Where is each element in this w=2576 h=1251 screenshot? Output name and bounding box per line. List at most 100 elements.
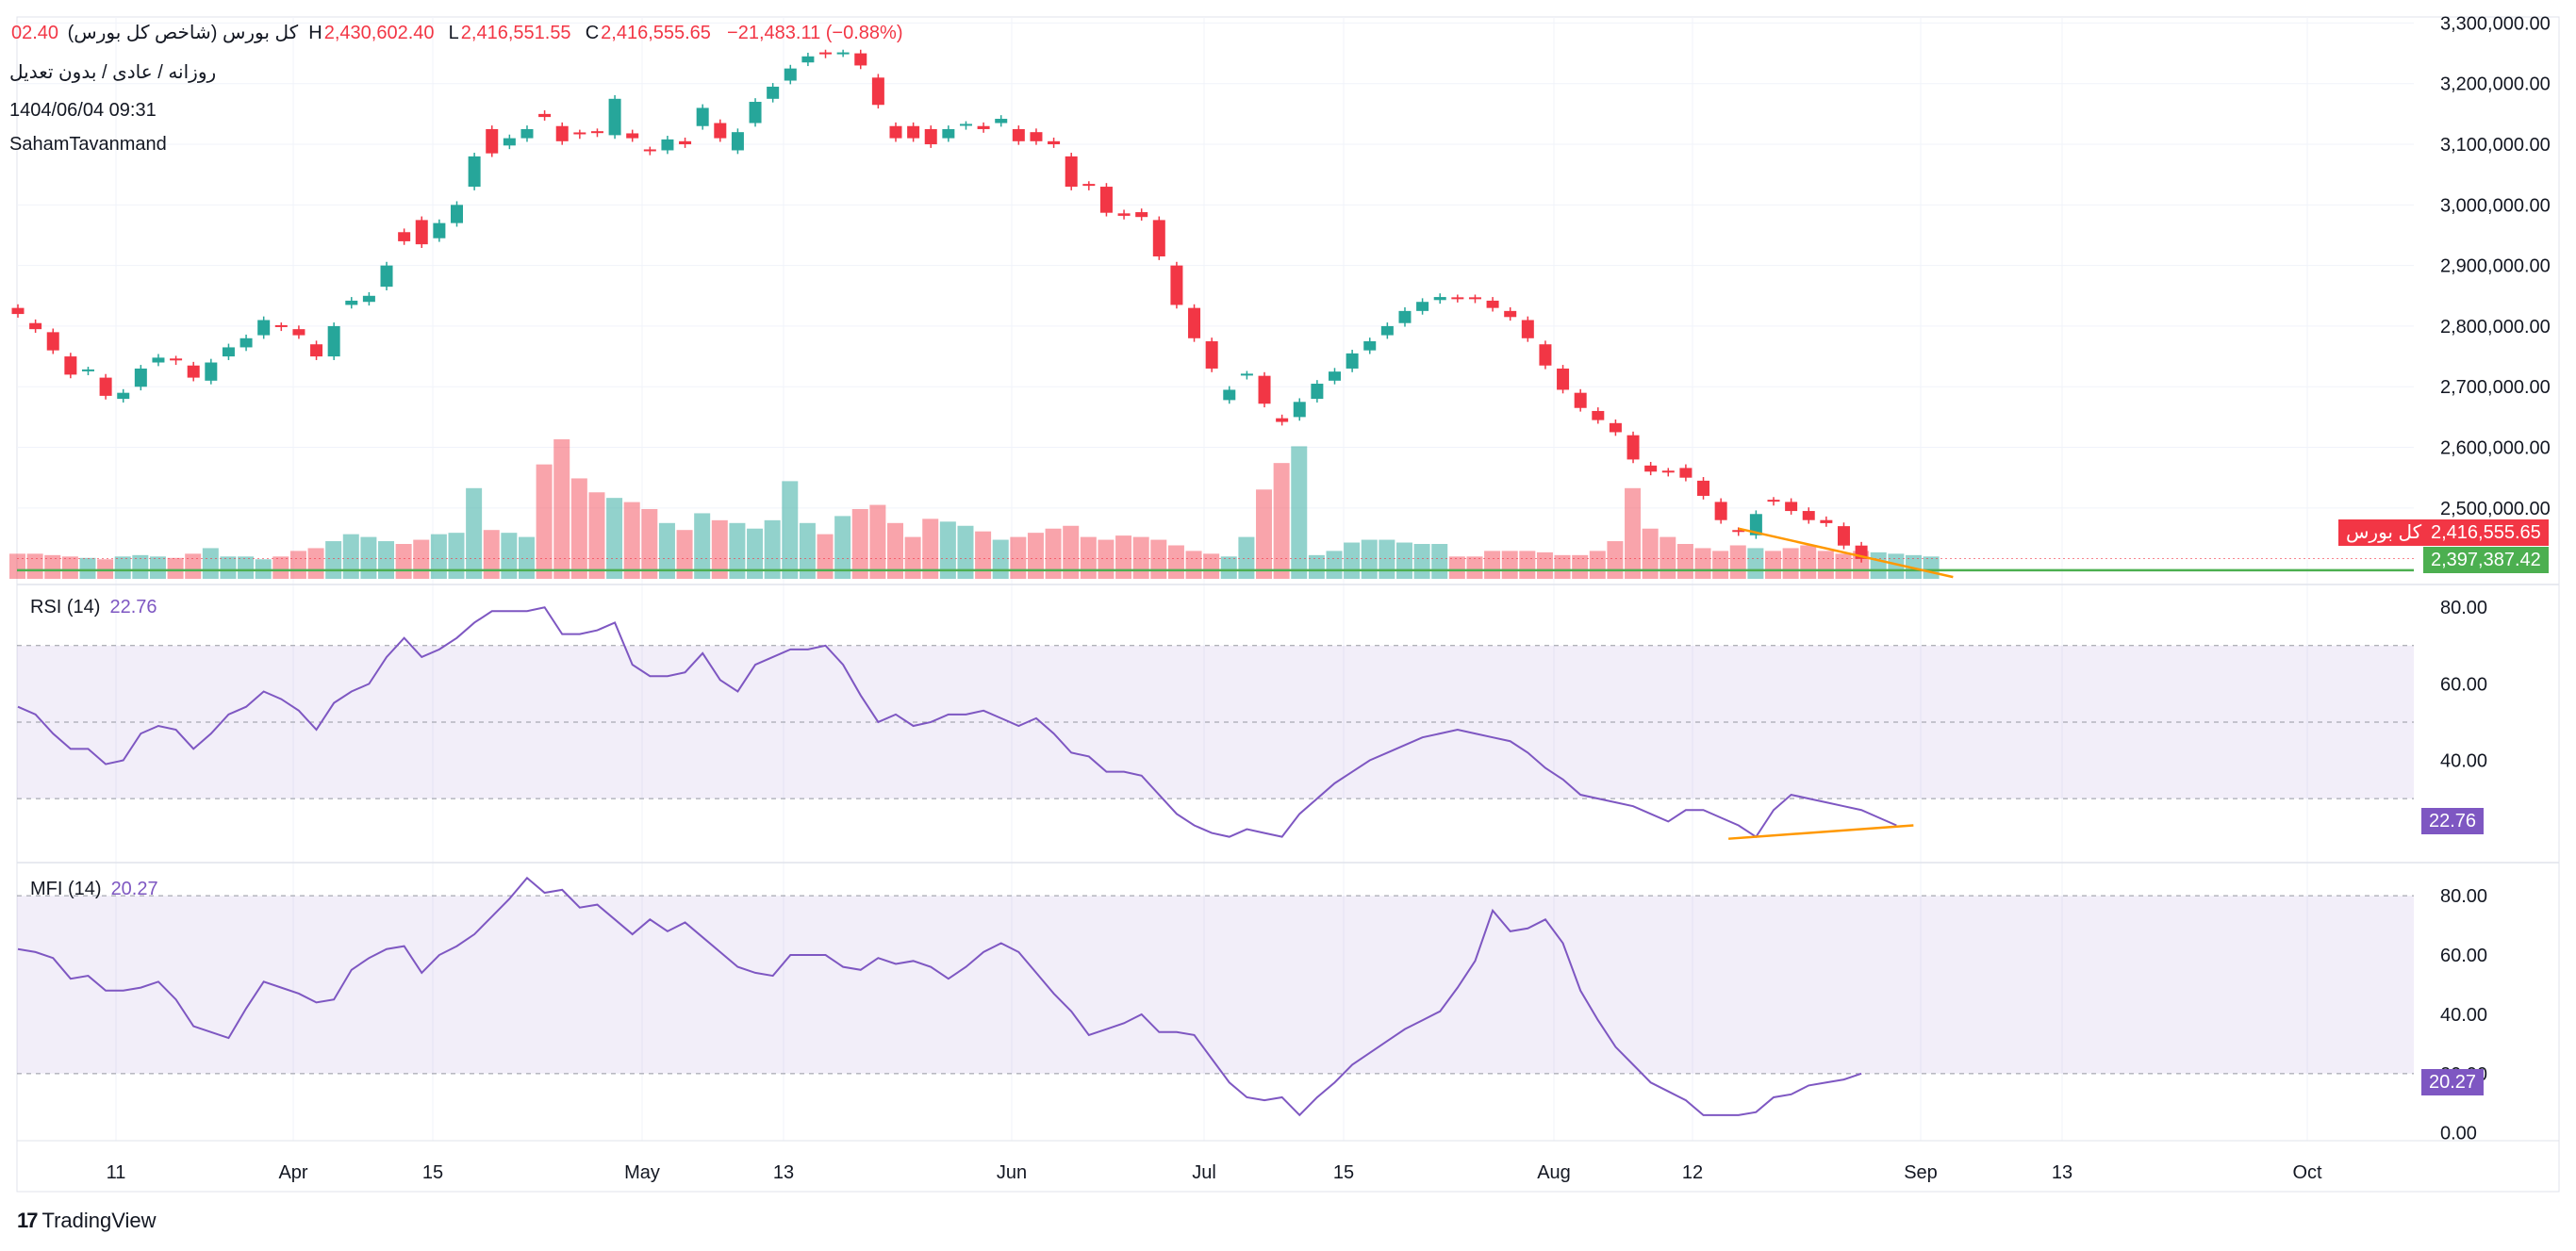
volume-bar: [869, 504, 886, 579]
ohlc-key-1: H: [308, 23, 322, 43]
volume-bar: [413, 539, 430, 579]
volume-bar: [1167, 545, 1184, 579]
candle-body: [257, 320, 271, 336]
candle-body: [29, 322, 42, 330]
rsi-line: [17, 606, 1897, 839]
candle-body: [1329, 371, 1341, 381]
volume-bar: [1589, 551, 1606, 579]
x-tick-label: 13: [2052, 1162, 2072, 1183]
candle-body: [1504, 310, 1517, 318]
mfi-legend[interactable]: MFI (14) 20.27: [30, 879, 158, 900]
volume-bar: [1817, 551, 1834, 579]
volume-bar: [834, 516, 851, 579]
volume-bar: [1326, 551, 1343, 579]
volume-bar: [676, 530, 693, 579]
volume-bar: [1554, 554, 1571, 579]
volume-bar: [1185, 551, 1202, 579]
volume-bar: [430, 534, 447, 579]
x-tick-label: Jul: [1192, 1162, 1216, 1183]
candle-body: [819, 52, 833, 55]
candle-body: [1082, 184, 1096, 187]
volume-bar: [448, 533, 465, 579]
volume-bar: [1395, 542, 1412, 579]
volume-bar: [395, 544, 412, 579]
volume-bar: [114, 556, 131, 579]
candle-body: [1521, 320, 1534, 338]
volume-bar: [939, 521, 956, 579]
candle-body: [784, 68, 797, 81]
volume-bar: [922, 519, 939, 579]
tradingview-brand: TradingView: [41, 1209, 157, 1232]
candle-body: [1311, 384, 1324, 400]
volume-bar: [272, 556, 289, 579]
volume-bar: [61, 556, 78, 579]
volume-bar: [483, 530, 500, 579]
volume-bar: [1572, 554, 1589, 579]
candle-body: [1749, 514, 1762, 535]
volume-bar: [1010, 536, 1027, 579]
volume-bar: [79, 557, 96, 579]
ohlc-value-3: 2,416,555.65: [601, 23, 711, 43]
candle-body: [380, 265, 393, 288]
candle-body: [1627, 435, 1640, 460]
y-tick-label: 2,500,000.00: [2440, 499, 2551, 519]
volume-bar: [1115, 535, 1132, 579]
x-tick-label: May: [624, 1162, 660, 1183]
volume-bar: [1519, 551, 1536, 579]
volume-bar: [1203, 553, 1220, 579]
volume-bar: [378, 541, 395, 579]
candle-body: [995, 119, 1008, 123]
volume-bar: [641, 509, 658, 579]
volume-bar: [729, 522, 746, 579]
volume-bar: [887, 522, 903, 579]
candle-body: [327, 325, 340, 357]
volume-bar: [1536, 551, 1553, 579]
rsi-trendline: [1728, 824, 1914, 840]
candle-body: [924, 128, 937, 145]
candle-body: [1170, 265, 1183, 305]
y-tick-label: 3,100,000.00: [2440, 135, 2551, 156]
volume-bar: [1888, 553, 1905, 579]
rsi-legend[interactable]: RSI (14) 22.76: [30, 597, 157, 618]
candle-body: [292, 329, 305, 336]
hline-price-tag: 2,397,387.42: [2423, 547, 2549, 573]
volume-bar: [1150, 539, 1167, 579]
candle-body: [170, 358, 183, 361]
symbol-name[interactable]: کل بورس (شاخص کل بورس): [67, 23, 299, 43]
candle-body: [1048, 140, 1061, 145]
volume-bar: [553, 439, 570, 579]
candle-body: [907, 125, 920, 139]
volume-bar: [1642, 528, 1659, 579]
volume-bar: [817, 534, 834, 579]
candle-body: [1714, 502, 1727, 520]
candle-body: [1117, 213, 1131, 216]
rsi-value-tag: 22.76: [2421, 808, 2485, 834]
mfi-y-tick-label: 40.00: [2440, 1005, 2487, 1026]
volume-bar: [238, 556, 255, 579]
volume-bar: [1291, 446, 1308, 579]
volume-bar: [570, 478, 587, 579]
volume-bar: [1027, 533, 1044, 579]
x-tick-label: 15: [422, 1162, 443, 1183]
volume-bar: [536, 464, 553, 579]
tradingview-branding[interactable]: 17 TradingView: [17, 1209, 157, 1233]
volume-bar: [1923, 556, 1940, 579]
candle-body: [1574, 392, 1587, 408]
candle-body: [854, 53, 867, 66]
candle-body: [345, 300, 358, 305]
candle-body: [1644, 465, 1658, 472]
volume-bar: [1782, 548, 1799, 579]
ohlc-key-3: C: [585, 23, 600, 43]
candle-body: [555, 125, 569, 141]
y-tick-label: 2,900,000.00: [2440, 256, 2551, 277]
volume-bar: [799, 522, 816, 579]
candle-body: [117, 392, 130, 400]
candle-body: [1398, 310, 1412, 323]
candle-body: [1065, 156, 1078, 188]
volume-bar: [1431, 544, 1448, 579]
mfi-y-tick-label: 0.00: [2440, 1124, 2477, 1144]
y-tick-label: 2,700,000.00: [2440, 377, 2551, 398]
volume-bar: [1238, 536, 1255, 579]
candle-body: [222, 347, 235, 357]
